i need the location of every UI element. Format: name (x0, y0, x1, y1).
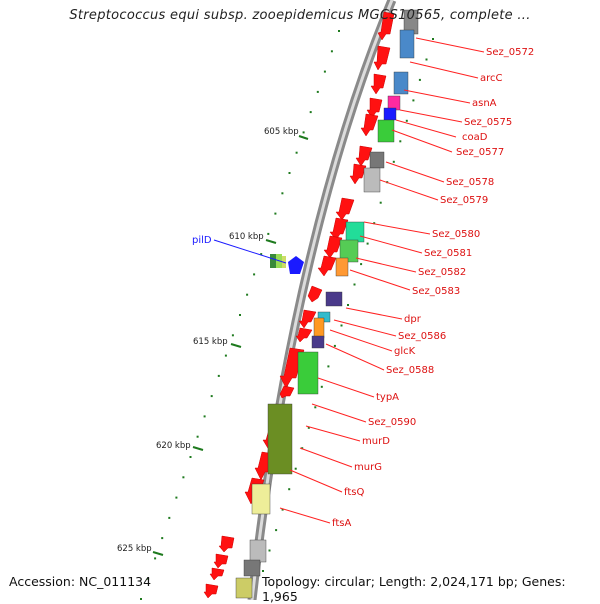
scale-dot (399, 140, 402, 143)
scale-dot (432, 38, 434, 40)
gene-labels: Sez_0572 arcC asnA Sez_0575 coaD Sez_057… (332, 47, 534, 529)
gene-blocks (235, 9, 419, 599)
scale-dot (288, 172, 291, 174)
scale-dot (360, 263, 363, 266)
scale-dot (147, 577, 150, 580)
scale-dot (320, 385, 323, 388)
scale-dot (262, 570, 264, 572)
scale-dot (231, 334, 234, 337)
gene-label: Sez_0575 (464, 117, 512, 128)
gene-label: typA (376, 392, 399, 403)
gene-label: Sez_0577 (456, 147, 504, 158)
scale-dot (281, 508, 284, 511)
gene-label: Sez_0578 (446, 177, 494, 188)
scale-label-620: 620 kbp (156, 441, 191, 451)
scale-dot (373, 222, 376, 225)
scale-dot (327, 365, 330, 368)
scale-dot (405, 119, 408, 122)
scale-dot (275, 529, 278, 532)
scale-dot (340, 324, 343, 327)
scale-label-605: 605 kbp (264, 127, 299, 137)
scale-dot (366, 242, 369, 245)
pilD-feature: pilD (192, 235, 304, 274)
scale-dot (168, 516, 171, 519)
gene-label: coaD (462, 132, 488, 143)
scale-dot (307, 426, 310, 429)
gene-label: murG (354, 462, 382, 473)
gene-label: dpr (404, 314, 422, 325)
scale-dot (203, 415, 206, 418)
scale-dot (274, 212, 277, 215)
scale-dot (353, 283, 356, 286)
gene-label: Sez_0588 (386, 365, 434, 376)
scale-dot (268, 549, 271, 552)
scale-dot (309, 111, 312, 114)
genome-backbone (247, 0, 397, 600)
scale-dot (196, 435, 199, 438)
scale-dot (295, 151, 298, 154)
scale-dot (418, 78, 421, 81)
scale-dot (302, 131, 305, 134)
scale-dot (288, 488, 291, 491)
scale-dot (246, 293, 249, 296)
scale-dot (189, 456, 192, 458)
scale-dot (175, 496, 178, 499)
scale-dot (161, 537, 164, 540)
scale-dot (330, 50, 333, 53)
gene-label: asnA (472, 98, 497, 109)
gene-leader-lines (279, 37, 485, 524)
gene-label: arcC (480, 73, 503, 84)
gene-label: Sez_0590 (368, 417, 416, 428)
scale-dot (412, 99, 415, 102)
scale-dot (224, 354, 227, 357)
gene-label: Sez_0583 (412, 286, 460, 297)
scale-dot (154, 557, 157, 560)
gene-label: Sez_0586 (398, 331, 446, 342)
scale-dot (260, 253, 263, 256)
scale-dot (379, 201, 382, 204)
gene-label: Sez_0572 (486, 47, 534, 58)
scale-dot (316, 90, 319, 93)
gene-label: Sez_0581 (424, 248, 472, 259)
gene-label: Sez_0582 (418, 267, 466, 278)
scale-dot (281, 192, 284, 195)
gene-label: Sez_0580 (432, 229, 480, 240)
scale-dot (338, 30, 340, 32)
scale-dot (314, 406, 317, 409)
scale-dot (217, 374, 220, 377)
gene-label: murD (362, 436, 390, 447)
scale-dot (333, 344, 336, 347)
scale-dot (294, 467, 297, 470)
gene-label: Sez_0579 (440, 195, 488, 206)
gene-label: glcK (394, 346, 416, 357)
accession-text: Accession: NC_011134 (9, 574, 152, 589)
gene-label: ftsQ (344, 487, 364, 498)
scale-dot (267, 232, 270, 235)
scale-ticks: 605 kbp 610 kbp 615 kbp 620 kbp 625 kbp (117, 127, 309, 556)
scale-dot (392, 160, 395, 163)
gene-label: ftsA (332, 518, 351, 529)
scale-dot (253, 273, 256, 276)
map-title: Streptococcus equi subsp. zooepidemicus … (69, 8, 531, 23)
scale-label-615: 615 kbp (193, 337, 228, 347)
scale-dot (301, 447, 304, 450)
scale-ring-dots (140, 30, 434, 600)
scale-dot (347, 304, 349, 306)
pilD-label: pilD (192, 235, 212, 246)
scale-dot (425, 58, 428, 61)
scale-dot (140, 598, 142, 600)
scale-dot (323, 70, 326, 73)
scale-label-610: 610 kbp (229, 232, 264, 242)
scale-dot (239, 314, 241, 316)
scale-dot (182, 476, 185, 479)
scale-label-625: 625 kbp (117, 544, 152, 554)
scale-dot (210, 395, 213, 398)
